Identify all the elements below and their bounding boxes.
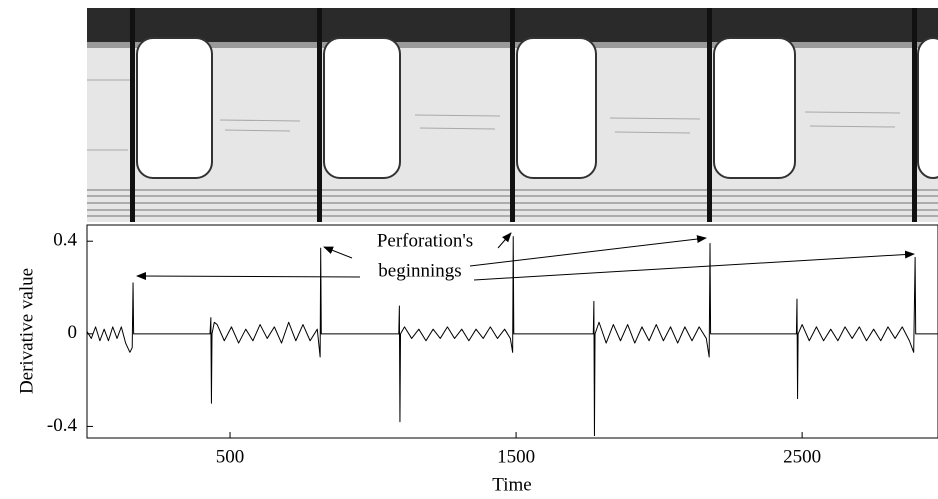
x-axis-label: Time bbox=[492, 474, 531, 495]
film-strip bbox=[87, 8, 938, 222]
y-tick-label: 0.4 bbox=[53, 230, 77, 251]
signal-line bbox=[86, 236, 938, 437]
annotation-arrows bbox=[136, 232, 915, 281]
annotation: Perforation's bbox=[377, 230, 473, 251]
x-tick-label: 1500 bbox=[497, 446, 535, 467]
y-tick-label: -0.4 bbox=[47, 415, 78, 436]
x-tick-label: 2500 bbox=[783, 446, 821, 467]
y-tick-label: 0 bbox=[68, 322, 78, 343]
y-axis-label: Derivative value bbox=[16, 268, 37, 394]
annotation: beginnings bbox=[378, 260, 461, 281]
x-tick-label: 500 bbox=[216, 446, 245, 467]
